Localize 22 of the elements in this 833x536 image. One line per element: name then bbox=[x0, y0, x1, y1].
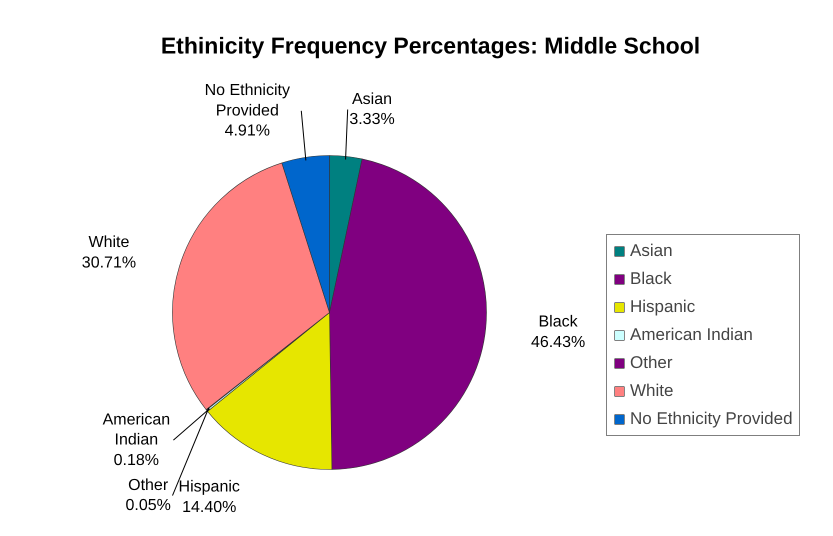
slice-label: Other bbox=[128, 476, 169, 494]
slice-label: Hispanic bbox=[178, 478, 240, 496]
data-label: 0.05% bbox=[125, 497, 171, 514]
slice-label: No Ethnicity Provided bbox=[204, 82, 290, 120]
data-label: 3.33% bbox=[349, 111, 395, 128]
legend-label: Black bbox=[630, 269, 672, 289]
legend-label: Hispanic bbox=[630, 297, 696, 317]
slice-label: Asian bbox=[352, 90, 392, 108]
legend-label: Asian bbox=[630, 241, 673, 261]
data-label: 4.91% bbox=[224, 122, 270, 140]
legend-label: Other bbox=[630, 353, 673, 373]
legend-label: No Ethnicity Provided bbox=[630, 409, 793, 429]
data-label: 30.71% bbox=[82, 254, 136, 272]
slice-label: White bbox=[88, 234, 130, 251]
data-label: 46.43% bbox=[530, 334, 586, 351]
data-label: 0.18% bbox=[114, 452, 160, 470]
legend-label: American Indian bbox=[630, 325, 753, 345]
slice-label: American Indian bbox=[102, 411, 170, 449]
legend-label: White bbox=[630, 381, 674, 401]
data-label: 14.40% bbox=[182, 499, 236, 516]
chart-title: Ethinicity Frequency Percentages: Middle School bbox=[160, 32, 700, 58]
slice-label: Black bbox=[538, 314, 579, 331]
